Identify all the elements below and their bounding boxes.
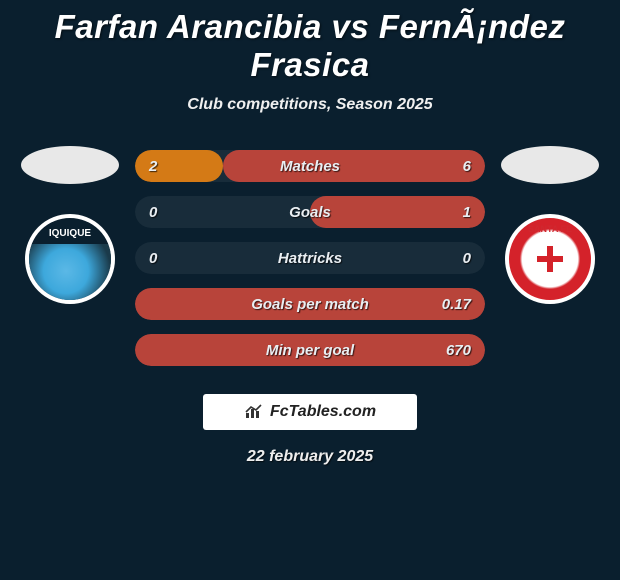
stat-label: Hattricks: [278, 250, 342, 267]
stat-row: Min per goal 670: [135, 334, 485, 366]
stat-value-right: 670: [446, 342, 471, 359]
club-right-logo: SANTA FE: [505, 214, 595, 304]
player-left-panel: IQUIQUE: [15, 146, 125, 304]
stat-label: Goals: [289, 204, 331, 221]
date-label: 22 february 2025: [0, 448, 620, 466]
stat-row: Goals per match 0.17: [135, 288, 485, 320]
stat-row: 0 Goals 1: [135, 196, 485, 228]
stat-label: Matches: [280, 158, 340, 175]
compare-area: IQUIQUE 2 Matches 6 0 Goals 1 0 Hattricks 0 Goals…: [0, 146, 620, 366]
stat-bar-right: [223, 150, 486, 182]
comparison-card: Farfan Arancibia vs FernÃ¡ndez Frasica C…: [0, 0, 620, 466]
stat-bar-right: [310, 196, 485, 228]
stat-row: 0 Hattricks 0: [135, 242, 485, 274]
club-left-name: IQUIQUE: [29, 222, 111, 244]
stat-value-right: 6: [463, 158, 471, 175]
page-title: Farfan Arancibia vs FernÃ¡ndez Frasica: [0, 8, 620, 84]
stat-value-right: 1: [463, 204, 471, 221]
stat-value-left: 2: [149, 158, 157, 175]
club-right-emblem: [537, 246, 563, 272]
stat-value-left: 0: [149, 250, 157, 267]
brand-chart-icon: [244, 404, 264, 420]
player-right-avatar: [501, 146, 599, 184]
stat-value-right: 0.17: [442, 296, 471, 313]
club-left-emblem: [29, 244, 111, 304]
player-left-avatar: [21, 146, 119, 184]
stat-label: Goals per match: [251, 296, 369, 313]
brand-badge[interactable]: FcTables.com: [203, 394, 417, 430]
brand-label: FcTables.com: [270, 403, 376, 421]
club-left-logo: IQUIQUE: [25, 214, 115, 304]
stat-label: Min per goal: [266, 342, 354, 359]
stats-list: 2 Matches 6 0 Goals 1 0 Hattricks 0 Goals per mat…: [135, 146, 485, 366]
subtitle: Club competitions, Season 2025: [0, 96, 620, 114]
stat-row: 2 Matches 6: [135, 150, 485, 182]
stat-value-left: 0: [149, 204, 157, 221]
stat-value-right: 0: [463, 250, 471, 267]
player-right-panel: SANTA FE: [495, 146, 605, 304]
